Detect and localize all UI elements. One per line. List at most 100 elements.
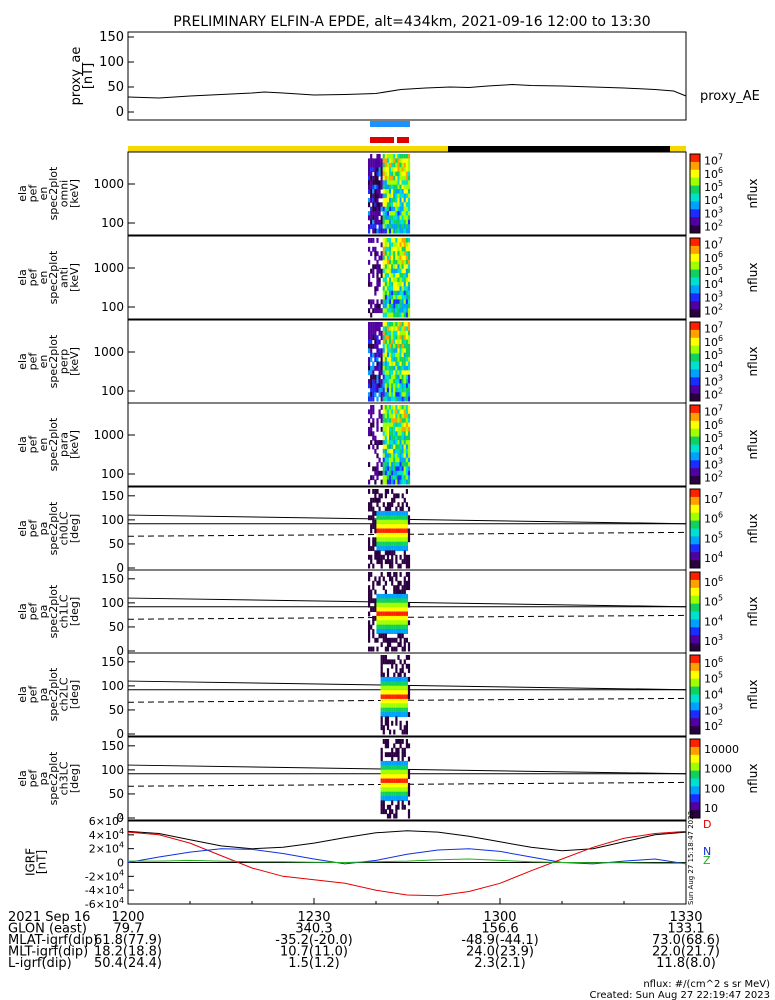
- spectrogram-cell: [378, 554, 381, 560]
- spectrogram-cell: [401, 546, 404, 551]
- spectrogram-cell: [403, 238, 406, 243]
- spectrogram-cell: [389, 418, 392, 424]
- spectrogram-cell: [405, 268, 408, 274]
- spectrogram-cell: [405, 685, 408, 691]
- spectrogram-cell: [382, 787, 385, 793]
- spectrogram-cell: [393, 193, 396, 199]
- spectrogram-cell: [380, 361, 383, 367]
- igrf-ytick-label: -6×104: [85, 896, 124, 911]
- spectrogram-cell: [391, 698, 394, 704]
- spectrogram-cell: [391, 215, 394, 221]
- spectrogram-cell: [380, 712, 383, 717]
- spectrogram-cell: [397, 308, 400, 314]
- spectrogram-cell: [374, 322, 377, 327]
- spectrogram-cell: [403, 268, 406, 274]
- spectrogram-cell: [393, 550, 396, 556]
- spectrogram-cell: [399, 532, 402, 538]
- ae-ytick-label: 0: [116, 105, 124, 120]
- spectrogram-cell: [370, 515, 373, 521]
- ae-ylabel: proxy_ae[nT]: [69, 47, 96, 106]
- spectrogram-cell: [397, 357, 400, 362]
- spectrogram-cell: [372, 387, 375, 393]
- spectrogram-cell: [393, 444, 396, 450]
- spectrogram-cell: [368, 629, 371, 634]
- spectrogram-cell: [405, 787, 408, 793]
- spectrogram-cell: [405, 361, 408, 367]
- spectrogram-cell: [380, 171, 383, 177]
- spectrogram-cell: [391, 502, 394, 508]
- spectrogram-cell: [399, 462, 402, 467]
- spectrogram-cell: [382, 224, 385, 230]
- spectrogram-cell: [372, 422, 375, 428]
- spectrogram-cell: [395, 532, 398, 538]
- spectrogram-cell: [401, 202, 404, 208]
- spectrogram-cell: [378, 255, 381, 261]
- spectrogram-cell: [399, 515, 402, 521]
- spectrogram-cell: [382, 615, 385, 621]
- ytick-label: 0: [116, 811, 124, 825]
- spectrogram-cell: [368, 215, 371, 221]
- spectrogram-cell: [382, 607, 385, 612]
- spectrogram-cell: [380, 633, 383, 639]
- spectrogram-cell: [372, 189, 375, 194]
- spectrogram-cell: [384, 716, 387, 722]
- spectrogram-cell: [384, 559, 387, 565]
- spectrogram-cell: [380, 615, 383, 621]
- spectrogram-cell: [386, 242, 390, 248]
- spectrogram-cell: [389, 335, 392, 341]
- spectrogram-cell: [401, 457, 404, 463]
- spectrogram-cell: [399, 281, 402, 287]
- spectrogram-cell: [399, 224, 402, 230]
- spectrogram-cell: [395, 238, 398, 243]
- spectrogram-cell: [391, 519, 394, 525]
- spectrogram-cell: [405, 330, 408, 336]
- spectrogram-cell: [389, 607, 392, 612]
- xaxis-row-value: 1330: [669, 910, 702, 925]
- spectrogram-cell: [391, 444, 394, 450]
- spectrogram-cell: [380, 202, 383, 208]
- spectrogram-cell: [393, 370, 396, 376]
- spectrogram-cell: [380, 228, 383, 234]
- spectrogram-cell: [382, 554, 385, 560]
- spectrogram-cell: [403, 725, 406, 731]
- spectrogram-cell: [374, 211, 377, 216]
- spectrogram-cell: [368, 357, 371, 362]
- spectrogram-cell: [403, 158, 406, 164]
- spectrogram-cell: [393, 215, 396, 221]
- spectrogram-cell: [376, 510, 379, 516]
- spectrogram-cell: [405, 352, 408, 358]
- spectrogram-cell: [380, 426, 383, 432]
- spectrogram-cell: [386, 546, 390, 551]
- spectrogram-cell: [391, 515, 394, 521]
- spectrogram-cell: [370, 197, 373, 203]
- spectrogram-cell: [391, 466, 394, 472]
- spectrogram-cell: [395, 774, 398, 779]
- spectrogram-cell: [405, 255, 408, 261]
- spectrogram-cell: [407, 743, 411, 749]
- spectrogram-cell: [397, 685, 400, 691]
- spectrogram-cell: [378, 154, 381, 159]
- spectrogram-cell: [391, 206, 394, 212]
- spectrogram-cell: [391, 791, 394, 797]
- spectrogram-cell: [372, 162, 375, 168]
- spectrogram-cell: [372, 615, 375, 621]
- colorbar-segment: [690, 710, 700, 719]
- spectrogram-cell: [403, 387, 406, 393]
- spectrogram-cell: [380, 365, 383, 371]
- xaxis-row-value: 340.3: [295, 922, 332, 937]
- xaxis-row-value: 11.8(8.0): [656, 956, 716, 971]
- spectrogram-cell: [405, 312, 408, 318]
- spectrogram-cell: [399, 672, 402, 678]
- spectrogram-cell: [403, 167, 406, 173]
- spectrogram-cell: [384, 602, 387, 608]
- spectrogram-cell: [376, 167, 379, 173]
- spectrogram-cell: [382, 796, 385, 801]
- ae-line: [127, 83, 687, 99]
- spectrogram-cell: [382, 659, 385, 665]
- spectrogram-cell: [393, 598, 396, 604]
- spectrogram-cell: [391, 576, 394, 582]
- spectrogram-cell: [397, 672, 400, 678]
- spectrogram-cell: [401, 475, 404, 481]
- spectrogram-cell: [403, 541, 406, 547]
